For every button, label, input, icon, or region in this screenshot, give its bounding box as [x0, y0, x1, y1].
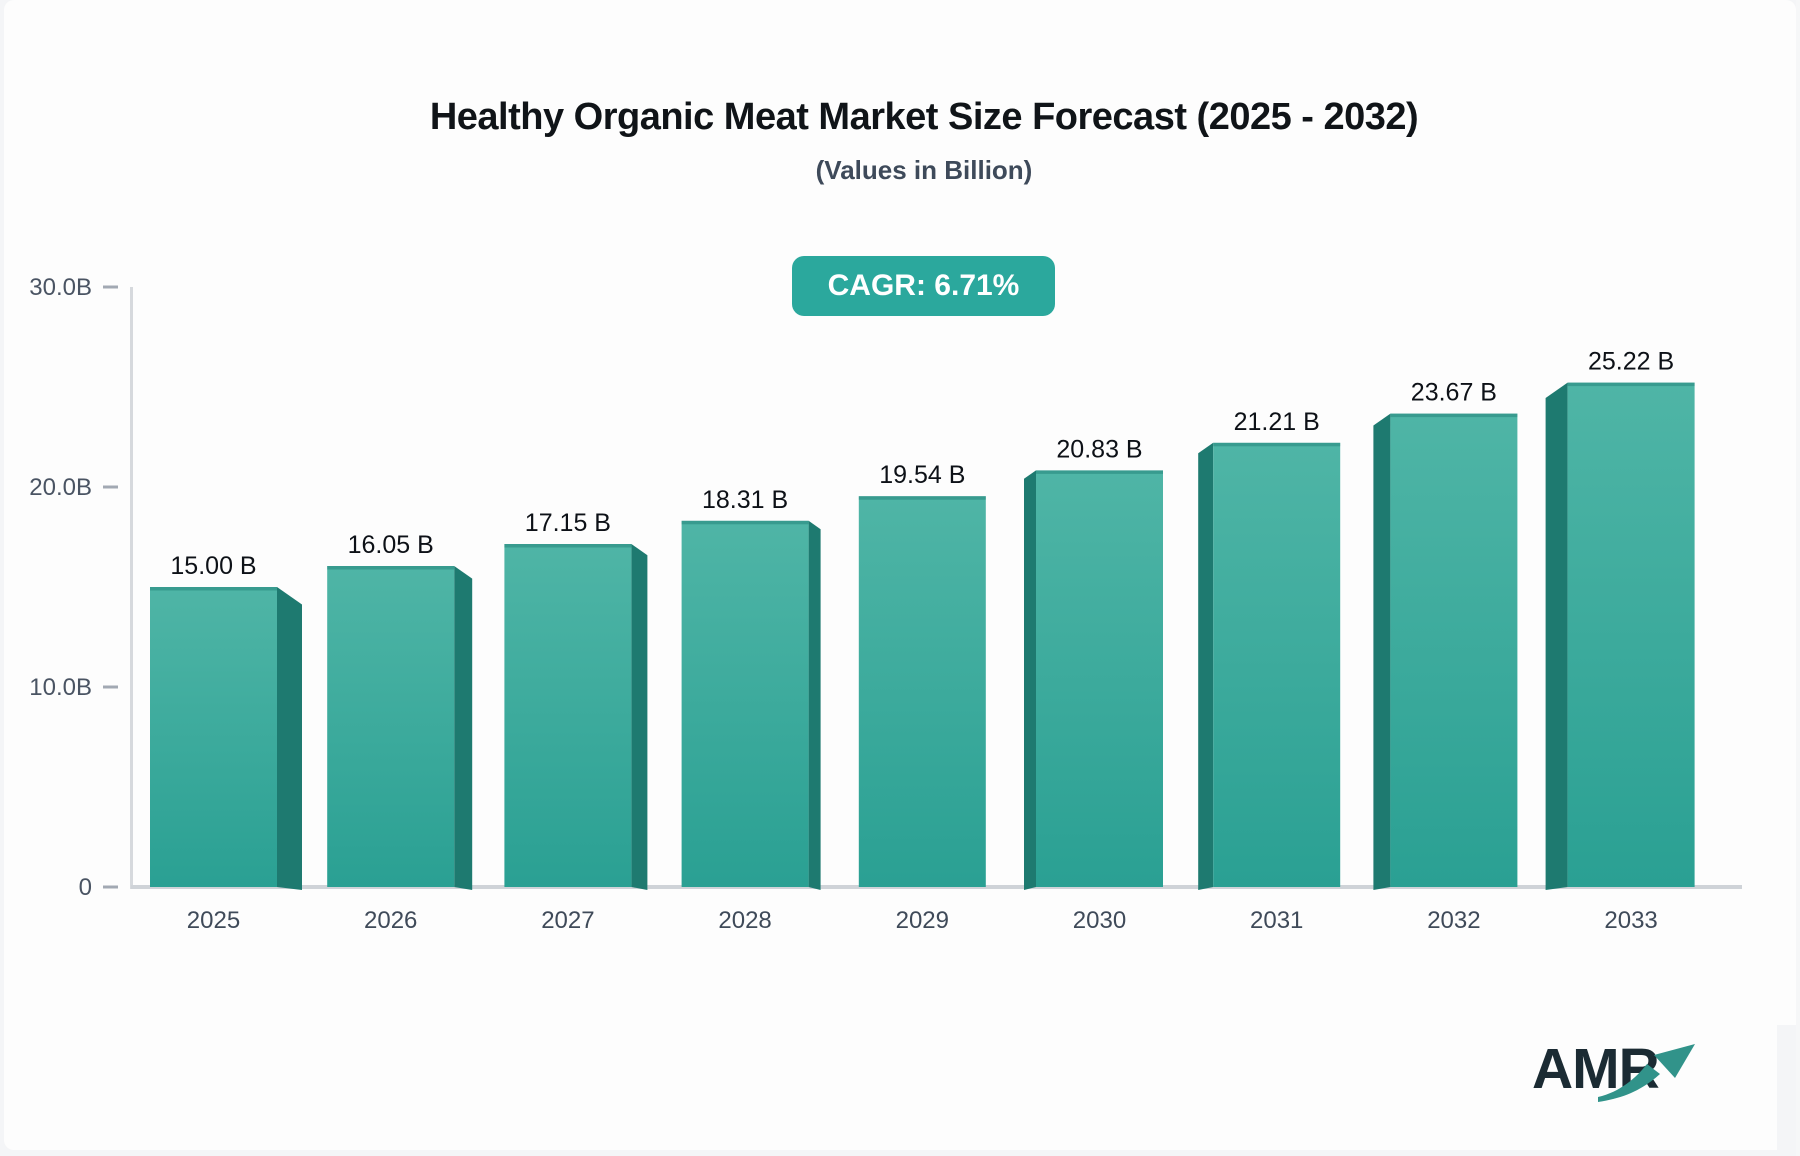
bar-front-face [1567, 382, 1695, 887]
x-label-2027: 2027 [541, 907, 594, 934]
cagr-badge: CAGR: 6.71% [792, 256, 1055, 316]
growth-arrow-icon [1598, 1044, 1695, 1102]
bar-top-edge [1567, 382, 1695, 387]
x-label-2030: 2030 [1073, 907, 1126, 934]
bar-top-edge [327, 566, 455, 570]
bar-front-face [858, 496, 986, 887]
x-label-2031: 2031 [1250, 907, 1303, 934]
amr-logo: AMR [1532, 1036, 1722, 1116]
bar-2033: 25.22 B 2033 [1545, 348, 1695, 934]
page-background-edge [1777, 1025, 1800, 1156]
chart-title: Healthy Organic Meat Market Size Forecas… [429, 96, 1419, 138]
y-tick-30.0B [103, 285, 118, 289]
y-tick-0 [103, 885, 118, 889]
y-axis-line [130, 287, 133, 889]
bar-front-face [150, 587, 277, 887]
y-tick-20.0B [103, 485, 118, 489]
bar-value-label: 25.22 B [1588, 348, 1674, 376]
bar-value-label: 21.21 B [1234, 408, 1320, 436]
chart-header: Healthy Organic Meat Market Size Forecas… [24, 0, 1800, 186]
bar-side-face [1024, 470, 1036, 890]
y-tick-label-30.0B: 30.0B [29, 274, 92, 301]
bar-2026: 16.05 B 2026 [327, 531, 473, 934]
bar-value-label: 16.05 B [348, 531, 434, 559]
chart-subtitle: (Values in Billion) [815, 155, 1033, 185]
x-label-2033: 2033 [1604, 907, 1657, 934]
page-background-edge-line [1796, 0, 1800, 1156]
bar-value-label: 17.15 B [525, 509, 611, 537]
bar-top-edge [150, 587, 277, 591]
y-tick-label-0: 0 [79, 874, 92, 901]
bar-side-face [1545, 382, 1568, 890]
bar-side-face [277, 587, 302, 890]
bar-side-face [454, 566, 473, 890]
x-label-2028: 2028 [718, 907, 771, 934]
bar-2027: 17.15 B 2027 [504, 509, 648, 934]
bar-side-face [808, 520, 821, 890]
bar-value-label: 19.54 B [879, 461, 965, 489]
bar-front-face [504, 544, 632, 887]
bar-front-face [1213, 442, 1341, 887]
bar-front-face [1036, 470, 1163, 887]
y-tick-10.0B [103, 685, 118, 689]
bar-value-label: 15.00 B [170, 552, 256, 580]
bar-top-edge [681, 520, 809, 525]
cagr-badge-label: CAGR: 6.71% [827, 269, 1020, 302]
bar-value-label: 20.83 B [1056, 435, 1142, 463]
bar-2030: 20.83 B 2030 [1024, 435, 1163, 934]
y-tick-label-10.0B: 10.0B [29, 674, 92, 701]
x-label-2032: 2032 [1427, 907, 1480, 934]
bar-front-face [681, 520, 809, 887]
bar-top-edge [504, 544, 632, 548]
bar-top-edge [1213, 442, 1341, 447]
amr-logo-text: AMR [1532, 1037, 1660, 1101]
bar-value-label: 18.31 B [702, 486, 788, 514]
x-label-2026: 2026 [364, 907, 417, 934]
bar-2029: 19.54 B 2029 [858, 461, 986, 934]
bar-side-face [1198, 442, 1214, 890]
bar-top-edge [858, 496, 986, 500]
bar-front-face [327, 566, 455, 887]
bar-value-label: 23.67 B [1411, 379, 1497, 407]
bar-top-edge [1390, 413, 1518, 418]
bar-2032: 23.67 B 2032 [1373, 379, 1518, 934]
bar-2031: 21.21 B 2031 [1198, 408, 1341, 934]
bar-side-face [631, 544, 648, 890]
bar-front-face [1390, 413, 1518, 887]
x-label-2025: 2025 [187, 907, 240, 934]
bar-side-face [1373, 413, 1391, 890]
bar-2025: 15.00 B 2025 [150, 552, 302, 934]
bar-top-edge [1036, 470, 1163, 474]
bar-2028: 18.31 B 2028 [681, 486, 821, 934]
x-label-2029: 2029 [896, 907, 949, 934]
y-tick-label-20.0B: 20.0B [29, 474, 92, 501]
